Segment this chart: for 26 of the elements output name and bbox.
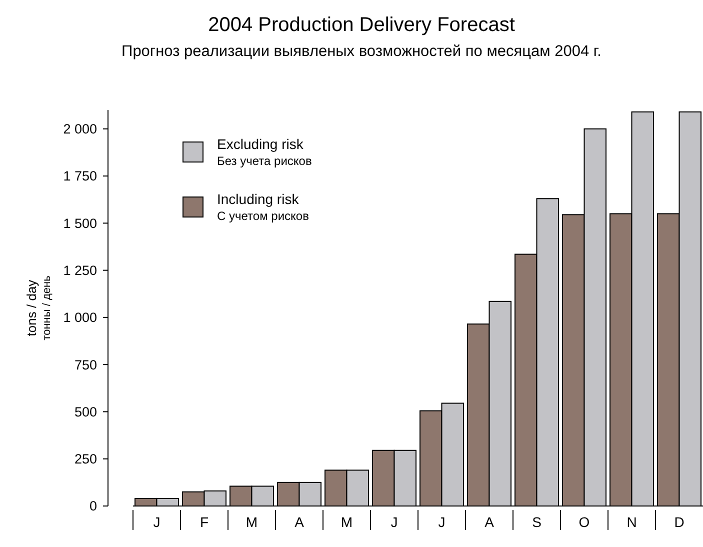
y-tick-label: 0: [89, 498, 97, 514]
y-tick-label: 1 000: [63, 310, 97, 326]
y-axis-title: tons / day тонны / день: [24, 275, 53, 340]
chart-subtitle: Прогноз реализации выявленых возможностей по месяцам 2004 г.: [122, 43, 602, 60]
x-tick-label: A: [484, 514, 495, 530]
y-tick-label: 500: [74, 404, 97, 420]
y-tick-label: 750: [74, 357, 97, 372]
y-tick-label: 1 500: [63, 216, 97, 231]
x-tick-label: A: [294, 514, 305, 530]
legend-label: Including risk С учетом рисков: [217, 191, 309, 223]
x-tick-label: D: [674, 514, 684, 530]
x-tick-label: O: [578, 514, 590, 530]
x-tick-label: J: [153, 514, 160, 530]
y-tick-label: 1 250: [63, 263, 97, 278]
x-tick-label: N: [626, 514, 637, 530]
y-tick-label: 250: [74, 452, 97, 467]
x-tick-label: J: [438, 514, 446, 530]
x-tick-label: M: [340, 514, 353, 530]
chart-title: 2004 Production Delivery Forecast: [208, 14, 516, 36]
legend-label: Excluding risk Без учета рисков: [217, 136, 312, 168]
y-tick-label: 1 750: [63, 168, 97, 184]
x-tick-label: F: [200, 514, 209, 530]
y-tick-label: 2 000: [63, 122, 97, 137]
x-tick-label: M: [246, 514, 258, 530]
x-tick-label: S: [532, 514, 542, 530]
x-tick-label: J: [390, 514, 398, 530]
